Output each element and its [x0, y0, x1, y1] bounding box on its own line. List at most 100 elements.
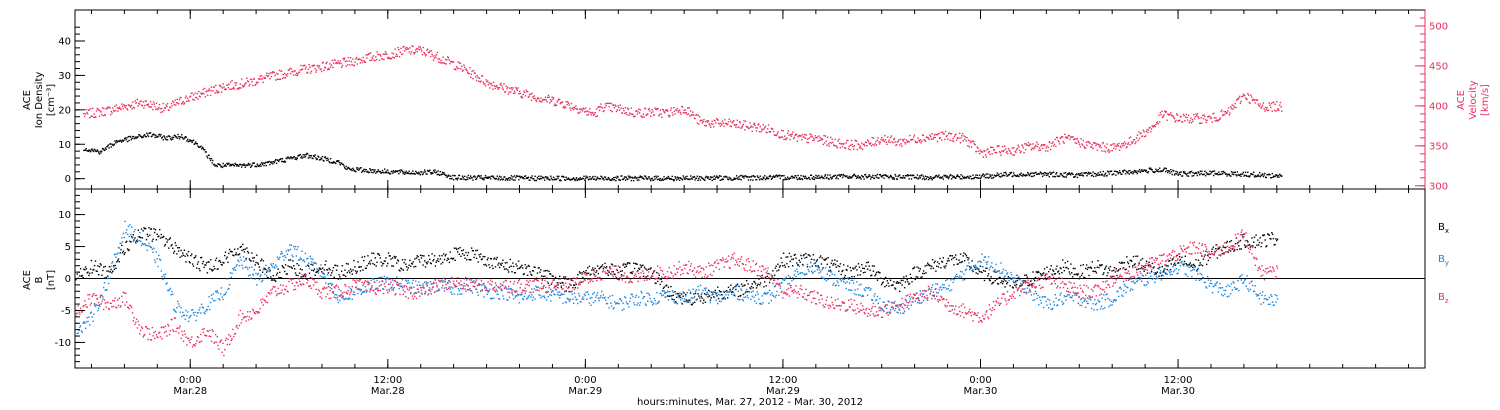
velocity-point: [953, 140, 955, 143]
velocity-point: [278, 78, 280, 81]
velocity-point: [1137, 139, 1139, 142]
velocity-point: [710, 126, 712, 128]
density-point: [678, 177, 680, 179]
velocity-point: [378, 53, 380, 55]
velocity-point: [888, 139, 890, 141]
velocity-point: [134, 100, 136, 102]
density-point: [747, 179, 750, 181]
density-point: [1225, 173, 1227, 175]
bx-point: [729, 288, 731, 291]
density-point: [387, 169, 389, 171]
velocity-point: [489, 87, 491, 89]
bx-point: [1169, 260, 1171, 262]
bx-point: [468, 258, 470, 261]
density-point: [372, 172, 374, 174]
velocity-point: [309, 72, 312, 74]
density-point: [445, 174, 447, 177]
bx-point: [395, 256, 397, 258]
velocity-point: [960, 137, 962, 139]
velocity-point: [601, 107, 604, 109]
velocity-point: [284, 77, 287, 79]
velocity-point: [1021, 145, 1024, 147]
bx-point: [311, 269, 313, 271]
bx-point: [270, 279, 273, 281]
velocity-point: [914, 140, 916, 143]
top-right-tick-label: 350: [1429, 141, 1448, 152]
density-point: [713, 178, 715, 180]
density-point: [889, 176, 891, 178]
velocity-point: [645, 114, 647, 116]
density-point: [781, 175, 784, 177]
bx-point: [968, 257, 970, 259]
velocity-point: [1078, 143, 1081, 146]
density-point: [384, 172, 387, 174]
bx-point: [699, 300, 702, 302]
velocity-point: [829, 141, 831, 144]
bx-point: [1254, 246, 1256, 249]
density-point: [352, 169, 355, 171]
bx-point: [163, 245, 166, 247]
bx-point: [913, 266, 916, 268]
velocity-point: [297, 73, 299, 75]
bx-point: [627, 262, 629, 264]
velocity-point: [427, 48, 429, 50]
velocity-point: [1174, 121, 1176, 123]
bx-point: [911, 281, 913, 283]
density-point: [583, 175, 585, 177]
bx-point: [1187, 265, 1189, 267]
density-point: [715, 176, 717, 179]
bx-point: [493, 258, 495, 260]
velocity-point: [928, 138, 930, 140]
velocity-point: [1113, 143, 1116, 145]
bx-point: [471, 249, 474, 252]
density-point: [981, 175, 983, 177]
density-point: [736, 177, 739, 179]
velocity-point: [458, 62, 461, 64]
velocity-point: [795, 134, 798, 136]
bx-point: [1274, 243, 1276, 246]
velocity-point: [197, 98, 199, 100]
bx-point: [1099, 265, 1102, 267]
velocity-point: [841, 146, 844, 148]
bx-point: [849, 266, 851, 269]
density-point: [1175, 170, 1177, 173]
velocity-point: [970, 141, 972, 144]
bx-point: [199, 269, 201, 272]
bx-point: [1186, 264, 1188, 266]
velocity-point: [1196, 113, 1199, 115]
by-point: [200, 312, 202, 314]
bx-point: [284, 264, 287, 266]
velocity-point: [950, 133, 952, 135]
bx-point: [852, 268, 855, 270]
bx-point: [693, 293, 695, 295]
velocity-point: [615, 110, 618, 113]
velocity-point: [1269, 104, 1271, 106]
density-point: [99, 150, 101, 153]
bx-point: [1081, 272, 1084, 275]
density-point: [1170, 171, 1173, 173]
velocity-point: [88, 109, 90, 111]
bx-point: [564, 278, 566, 280]
density-point: [830, 176, 832, 178]
bx-point: [80, 275, 83, 277]
density-point: [194, 142, 196, 145]
bx-point: [994, 280, 996, 282]
velocity-point: [610, 109, 612, 112]
density-point: [147, 135, 150, 138]
velocity-point: [1193, 118, 1196, 120]
density-point: [373, 171, 375, 173]
velocity-point: [310, 70, 313, 73]
bx-point: [596, 265, 599, 267]
velocity-point: [875, 140, 877, 143]
density-point: [232, 163, 234, 166]
bx-point: [1209, 257, 1211, 259]
density-point: [970, 175, 972, 178]
velocity-point: [1026, 144, 1028, 146]
velocity-point: [865, 141, 867, 144]
density-point: [964, 176, 966, 178]
velocity-point: [417, 48, 419, 50]
by-point: [183, 314, 186, 316]
velocity-point: [383, 58, 385, 61]
bx-point: [1154, 273, 1156, 276]
velocity-point: [777, 131, 779, 133]
